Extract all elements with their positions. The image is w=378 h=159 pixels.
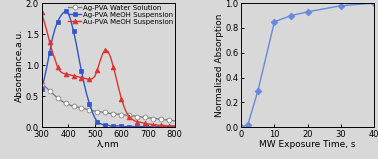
Ag-PVA Water Solution: [82, 108, 87, 110]
Ag-PVA MeOH Suspension: [170, 126, 174, 128]
Au-PVA MeOH Suspension: [170, 125, 174, 127]
Ag-PVA MeOH Suspension: [172, 126, 177, 128]
Au-PVA MeOH Suspension: [135, 121, 139, 123]
X-axis label: λ,nm: λ,nm: [97, 140, 119, 149]
Ag-PVA Water Solution: [127, 114, 132, 116]
Line: Ag-PVA Water Solution: Ag-PVA Water Solution: [39, 81, 177, 123]
Ag-PVA Water Solution: [135, 116, 139, 118]
Y-axis label: Absorbance,a.u.: Absorbance,a.u.: [15, 29, 24, 102]
Au-PVA MeOH Suspension: [68, 74, 73, 76]
Ag-PVA MeOH Suspension: [63, 10, 68, 12]
Ag-PVA Water Solution: [170, 119, 174, 121]
Ag-PVA MeOH Suspension: [85, 94, 89, 96]
Ag-PVA Water Solution: [39, 83, 44, 85]
Ag-PVA MeOH Suspension: [39, 88, 44, 90]
Legend: Ag-PVA Water Solution, Ag-PVA MeOH Suspension, Au-PVA MeOH Suspension: Ag-PVA Water Solution, Ag-PVA MeOH Suspe…: [68, 4, 174, 25]
Ag-PVA MeOH Suspension: [141, 126, 145, 128]
Ag-PVA MeOH Suspension: [82, 83, 87, 85]
Ag-PVA Water Solution: [79, 107, 84, 109]
Au-PVA MeOH Suspension: [164, 125, 169, 127]
X-axis label: MW Exposure Time, s: MW Exposure Time, s: [259, 140, 356, 149]
Au-PVA MeOH Suspension: [79, 77, 84, 79]
Ag-PVA MeOH Suspension: [71, 30, 76, 32]
Line: Au-PVA MeOH Suspension: Au-PVA MeOH Suspension: [39, 10, 177, 128]
Ag-PVA MeOH Suspension: [122, 126, 126, 128]
Au-PVA MeOH Suspension: [82, 77, 87, 79]
Ag-PVA Water Solution: [68, 105, 73, 107]
Y-axis label: Normalized Absorption: Normalized Absorption: [215, 14, 224, 117]
Ag-PVA MeOH Suspension: [132, 126, 137, 128]
Ag-PVA Water Solution: [172, 120, 177, 122]
Au-PVA MeOH Suspension: [127, 116, 132, 118]
Au-PVA MeOH Suspension: [172, 125, 177, 127]
Line: Ag-PVA MeOH Suspension: Ag-PVA MeOH Suspension: [39, 9, 177, 129]
Au-PVA MeOH Suspension: [39, 12, 44, 14]
